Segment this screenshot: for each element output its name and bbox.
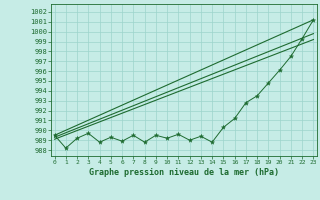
X-axis label: Graphe pression niveau de la mer (hPa): Graphe pression niveau de la mer (hPa) [89, 168, 279, 177]
